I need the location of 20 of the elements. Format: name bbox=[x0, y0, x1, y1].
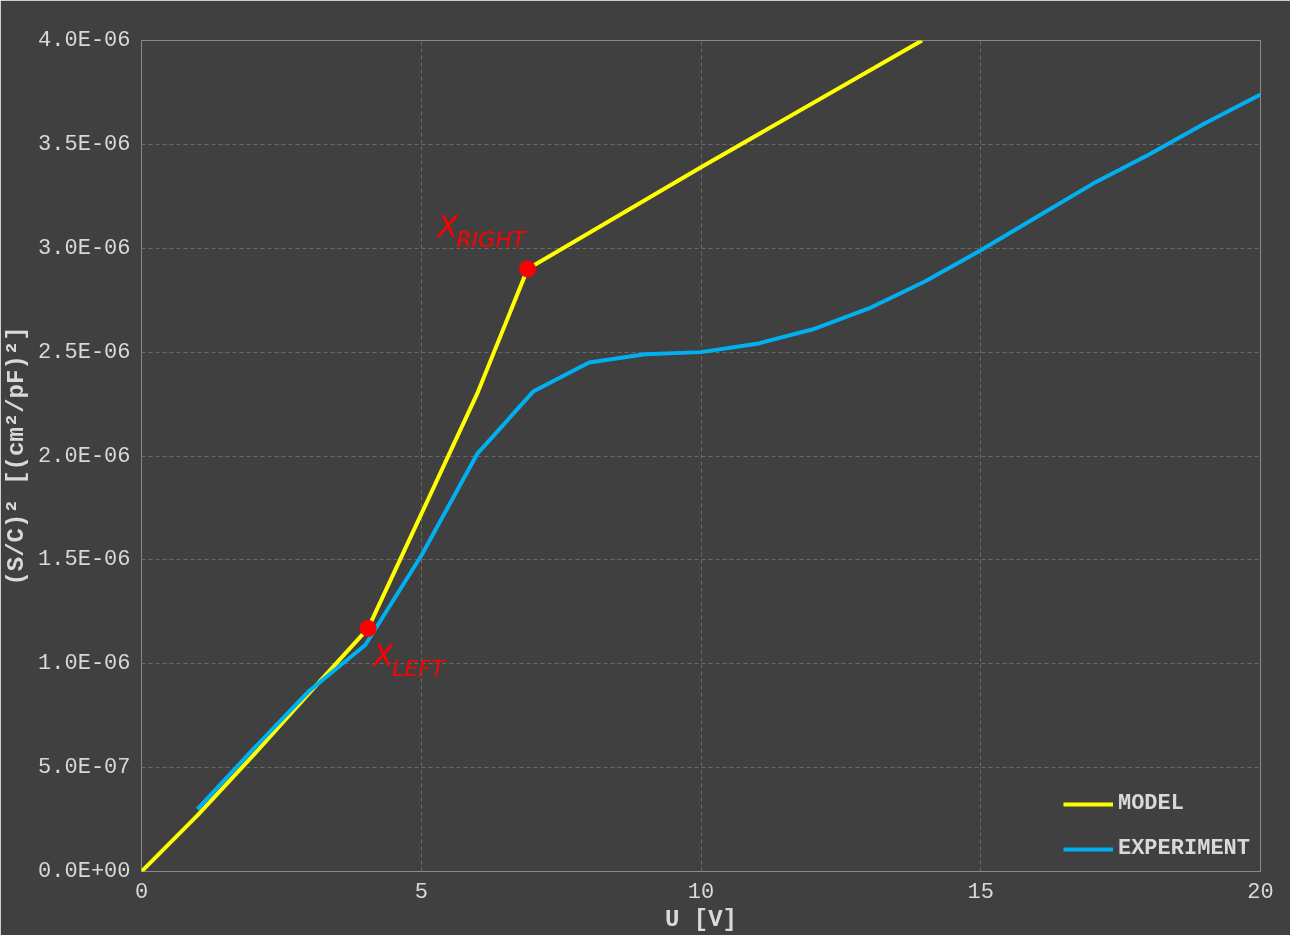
x-tick-label: 20 bbox=[1247, 879, 1274, 905]
y-tick-label: 0.0E+00 bbox=[38, 859, 131, 884]
x-tick-label: 10 bbox=[687, 879, 715, 905]
y-tick-label: 1.5E-06 bbox=[38, 547, 131, 573]
line-series bbox=[195, 92, 1261, 812]
y-axis-title: (S/C)² [(cm²/pF)²] bbox=[3, 326, 31, 586]
x-tick-label: 5 bbox=[414, 879, 428, 905]
x-tick-label: 15 bbox=[967, 879, 994, 905]
x-axis-title: U [V] bbox=[664, 905, 738, 933]
legend-label: EXPERIMENT bbox=[1117, 836, 1250, 861]
y-tick-label: 3.5E-06 bbox=[38, 131, 131, 157]
y-tick-label: 2.0E-06 bbox=[38, 443, 131, 469]
y-tick-label: 4.0E-06 bbox=[38, 28, 131, 53]
x-tick-label: 0 bbox=[134, 879, 149, 905]
line-series bbox=[141, 40, 924, 872]
y-tick-label: 5.0E-07 bbox=[38, 755, 131, 781]
y-tick-label: 2.5E-06 bbox=[38, 339, 131, 365]
y-tick-label: 1.0E-06 bbox=[38, 651, 131, 677]
y-tick-label: 3.0E-06 bbox=[38, 235, 131, 261]
legend-label: MODEL bbox=[1117, 791, 1184, 816]
